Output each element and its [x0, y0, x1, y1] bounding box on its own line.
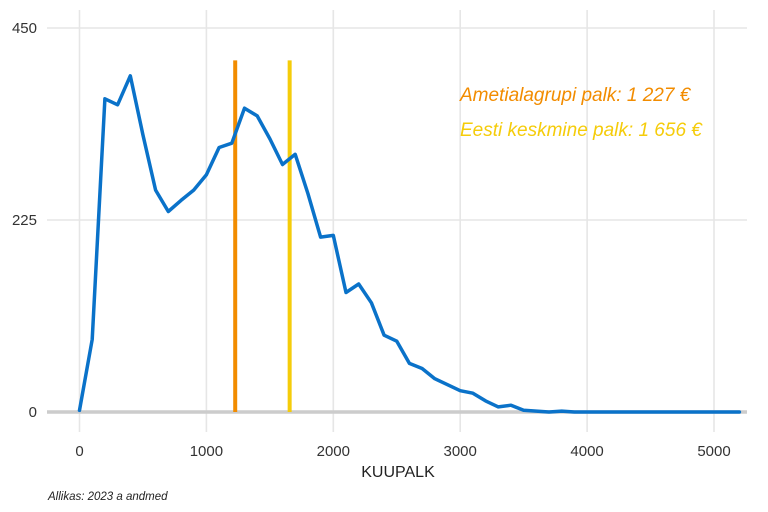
x-tick-label: 0 [75, 443, 83, 460]
annotation-eesti-keskmine-palk: Eesti keskmine palk: 1 656 € [460, 120, 703, 141]
x-tick-label: 4000 [570, 443, 603, 460]
series-group [77, 74, 742, 414]
reference-lines [233, 60, 292, 412]
source-caption: Allikas: 2023 a andmed [47, 491, 168, 503]
x-tick-label: 5000 [697, 443, 730, 460]
annotation-ametialagrupi-palk: Ametialagrupi palk: 1 227 € [459, 85, 692, 106]
x-tick-label: 3000 [444, 443, 477, 460]
y-tick-label: 225 [12, 212, 37, 229]
x-tick-label: 1000 [190, 443, 223, 460]
x-axis-title: KUUPALK [361, 464, 435, 481]
y-tick-label: 450 [12, 20, 37, 37]
y-tick-label: 0 [29, 404, 37, 421]
series-line-distribution [77, 74, 742, 414]
grid-lines [47, 10, 747, 432]
y-axis-ticks: 0 225 450 [12, 20, 37, 421]
x-axis-ticks: 0 1000 2000 3000 4000 5000 [75, 443, 730, 460]
x-tick-label: 2000 [317, 443, 350, 460]
